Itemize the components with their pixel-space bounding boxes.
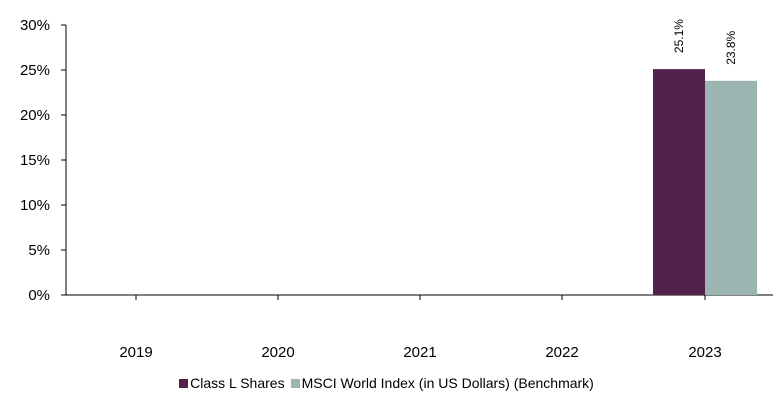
x-tick-label: 2023 [688,344,721,361]
data-label-class-l-shares: 25.1% [672,19,686,53]
x-axis: 2019 2020 2021 2022 2023 [66,294,773,361]
legend-label-benchmark: MSCI World Index (in US Dollars) (Benchm… [301,375,594,391]
bar-benchmark [705,80,757,295]
data-label-benchmark: 23.8% [724,30,738,64]
legend-item-benchmark: MSCI World Index (in US Dollars) (Benchm… [290,375,594,391]
legend-label-class-l-shares: Class L Shares [190,375,285,391]
bars [653,69,757,295]
y-tick-label: 10% [20,197,50,214]
legend-swatch-class-l-shares [179,378,189,388]
x-tick-label: 2020 [261,344,294,361]
y-tick-label: 0% [28,287,50,304]
x-tick-label: 2022 [545,344,578,361]
data-labels: 25.1% 23.8% [672,19,738,65]
y-tick-label: 30% [20,17,50,34]
bar-class-l-shares [653,69,705,295]
y-tick-label: 20% [20,107,50,124]
y-tick-label: 15% [20,152,50,169]
legend-item-class-l-shares: Class L Shares [179,375,285,391]
y-axis: 0% 5% 10% 15% 20% 25% 30% [20,17,67,304]
legend: Class L Shares MSCI World Index (in US D… [0,375,773,391]
y-tick-label: 5% [28,242,50,259]
y-tick-label: 25% [20,62,50,79]
x-tick-label: 2021 [403,344,436,361]
x-tick-label: 2019 [119,344,152,361]
legend-swatch-benchmark [290,378,300,388]
